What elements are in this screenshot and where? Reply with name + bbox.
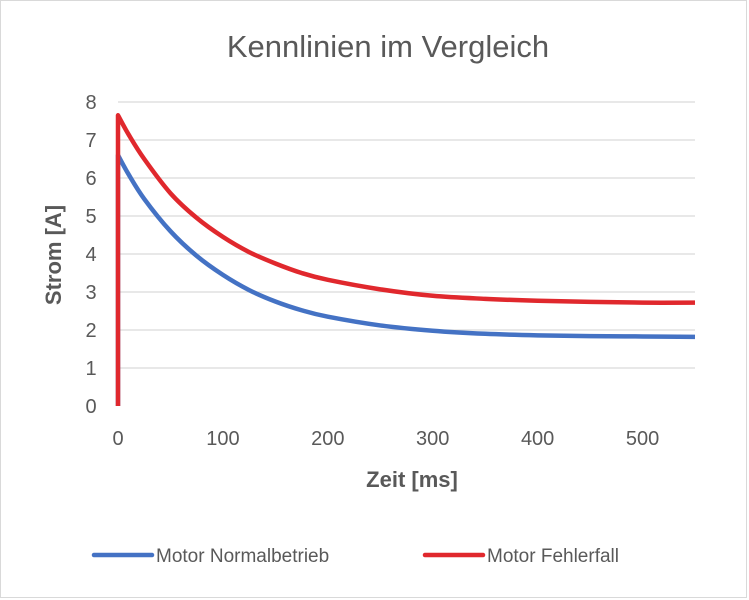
- x-axis-title: Zeit [ms]: [366, 467, 458, 492]
- y-tick-label: 0: [85, 396, 96, 418]
- y-tick-label: 2: [85, 320, 96, 342]
- x-tick-label: 300: [416, 428, 449, 450]
- y-tick-label: 6: [85, 168, 96, 190]
- y-tick-label: 7: [85, 130, 96, 152]
- gridlines: [118, 101, 695, 369]
- x-tick-label: 0: [112, 428, 123, 450]
- series-lines: [115, 113, 696, 406]
- y-axis-title: Strom [A]: [41, 205, 66, 305]
- y-tick-label: 1: [85, 358, 96, 380]
- x-tick-label: 200: [311, 428, 344, 450]
- x-tick-label: 500: [626, 428, 659, 450]
- legend: Motor Normalbetrieb Motor Fehlerfall: [91, 546, 619, 567]
- x-tick-label: 100: [206, 428, 239, 450]
- y-tick-label: 8: [85, 92, 96, 114]
- legend-label: Motor Fehlerfall: [487, 546, 619, 567]
- series-line-fehlerfall: [115, 113, 696, 406]
- series-line-normalbetrieb: [115, 152, 696, 406]
- y-axis-ticks: 0 1 2 3 4 5 6 7 8: [85, 92, 96, 418]
- x-axis-ticks: 0 100 200 300 400 500: [112, 428, 659, 450]
- y-tick-label: 4: [85, 244, 96, 266]
- chart-title: Kennlinien im Vergleich: [227, 29, 549, 64]
- legend-label: Motor Normalbetrieb: [156, 546, 329, 567]
- y-tick-label: 3: [85, 282, 96, 304]
- y-tick-label: 5: [85, 206, 96, 228]
- x-tick-label: 400: [521, 428, 554, 450]
